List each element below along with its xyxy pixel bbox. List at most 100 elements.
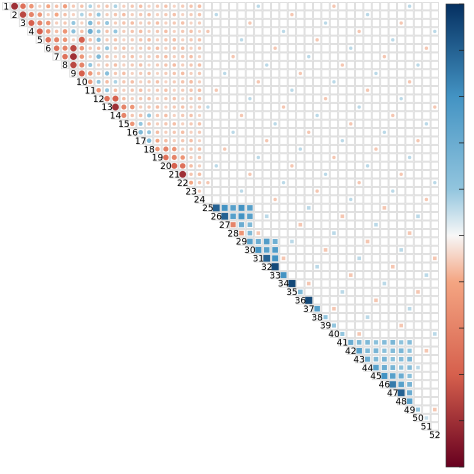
grid-cell — [329, 271, 339, 280]
cell-circle — [80, 12, 84, 17]
cell-square — [332, 231, 336, 235]
grid-cell — [296, 296, 305, 305]
cell-circle — [197, 147, 202, 151]
grid-cell — [321, 262, 330, 271]
diagonal-label: 40 — [328, 330, 340, 340]
cell-circle — [206, 29, 210, 34]
grid-cell — [413, 195, 423, 204]
grid-cell — [405, 245, 414, 255]
grid-cell — [380, 287, 389, 297]
cell-circle — [62, 29, 68, 34]
grid-cell — [422, 128, 431, 137]
cell-circle — [112, 95, 119, 102]
diagonal-label: 48 — [395, 397, 407, 407]
grid-cell — [296, 262, 305, 271]
grid-cell — [329, 52, 339, 61]
grid-cell — [405, 271, 414, 280]
grid-cell — [245, 111, 255, 120]
cell-square — [356, 347, 362, 354]
grid-cell — [355, 186, 364, 196]
grid-cell — [296, 60, 305, 70]
grid-cell — [262, 111, 271, 120]
grid-cell — [313, 153, 322, 162]
grid-cell — [271, 2, 280, 11]
grid-cell — [203, 203, 212, 212]
grid-cell — [279, 237, 288, 246]
cell-circle — [172, 55, 176, 59]
grid-cell — [388, 329, 397, 339]
grid-cell — [313, 170, 322, 179]
cell-circle — [130, 46, 134, 50]
grid-cell — [413, 413, 423, 423]
grid-cell — [363, 279, 372, 288]
grid-cell — [170, 170, 179, 179]
grid-cell — [220, 195, 229, 204]
grid-cell — [355, 195, 364, 204]
diagonal-label: 41 — [337, 339, 348, 349]
grid-cell — [229, 2, 238, 11]
grid-cell — [371, 195, 381, 204]
grid-cell — [380, 237, 389, 246]
grid-cell — [304, 86, 313, 95]
grid-cell — [355, 128, 364, 137]
cell-square — [348, 273, 353, 277]
grid-cell — [229, 186, 238, 196]
grid-cell — [380, 178, 389, 187]
grid-cell — [279, 52, 288, 61]
grid-cell — [397, 153, 406, 162]
cell-circle — [164, 4, 168, 8]
grid-cell — [220, 10, 229, 19]
grid-cell — [262, 102, 271, 112]
grid-cell — [304, 2, 313, 11]
cell-circle — [172, 122, 177, 126]
grid-cell — [111, 111, 120, 120]
grid-cell — [229, 195, 238, 204]
grid-cell — [279, 18, 288, 28]
grid-cell — [212, 136, 221, 145]
grid-cell — [296, 18, 305, 28]
cell-square — [407, 390, 413, 396]
grid-cell — [422, 296, 431, 305]
cell-square — [382, 206, 387, 210]
cell-circle — [70, 53, 77, 61]
grid-cell — [229, 86, 238, 95]
cell-circle — [130, 80, 135, 84]
cell-circle — [129, 104, 135, 110]
grid-cell — [355, 153, 364, 162]
grid-cell — [203, 111, 212, 120]
grid-cell — [405, 102, 414, 112]
grid-cell — [363, 262, 372, 271]
grid-cell — [405, 60, 414, 70]
grid-cell — [279, 69, 288, 78]
grid-cell — [304, 77, 313, 86]
grid-cell — [413, 153, 423, 162]
grid-cell — [430, 128, 439, 137]
grid-cell — [220, 170, 229, 179]
grid-cell — [363, 69, 372, 78]
grid-cell — [405, 52, 414, 61]
cell-circle — [315, 189, 319, 193]
grid-cell — [430, 161, 439, 170]
cell-circle — [96, 21, 101, 25]
grid-cell — [313, 296, 322, 305]
grid-cell — [355, 10, 364, 19]
grid-cell — [237, 136, 246, 145]
grid-cell — [363, 254, 372, 263]
cell-circle — [391, 38, 395, 42]
grid-cell — [296, 203, 305, 212]
cell-circle — [332, 80, 336, 84]
grid-cell — [405, 18, 414, 28]
grid-cell — [212, 94, 221, 103]
grid-cell — [355, 296, 364, 305]
grid-cell — [355, 44, 364, 53]
cell-circle — [96, 71, 101, 76]
grid-cell — [254, 119, 263, 128]
cell-square — [407, 340, 412, 345]
grid-cell — [279, 77, 288, 86]
grid-cell — [430, 170, 439, 179]
grid-cell — [371, 44, 381, 53]
cell-circle — [70, 61, 77, 69]
grid-cell — [271, 153, 280, 162]
cell-circle — [197, 105, 202, 109]
